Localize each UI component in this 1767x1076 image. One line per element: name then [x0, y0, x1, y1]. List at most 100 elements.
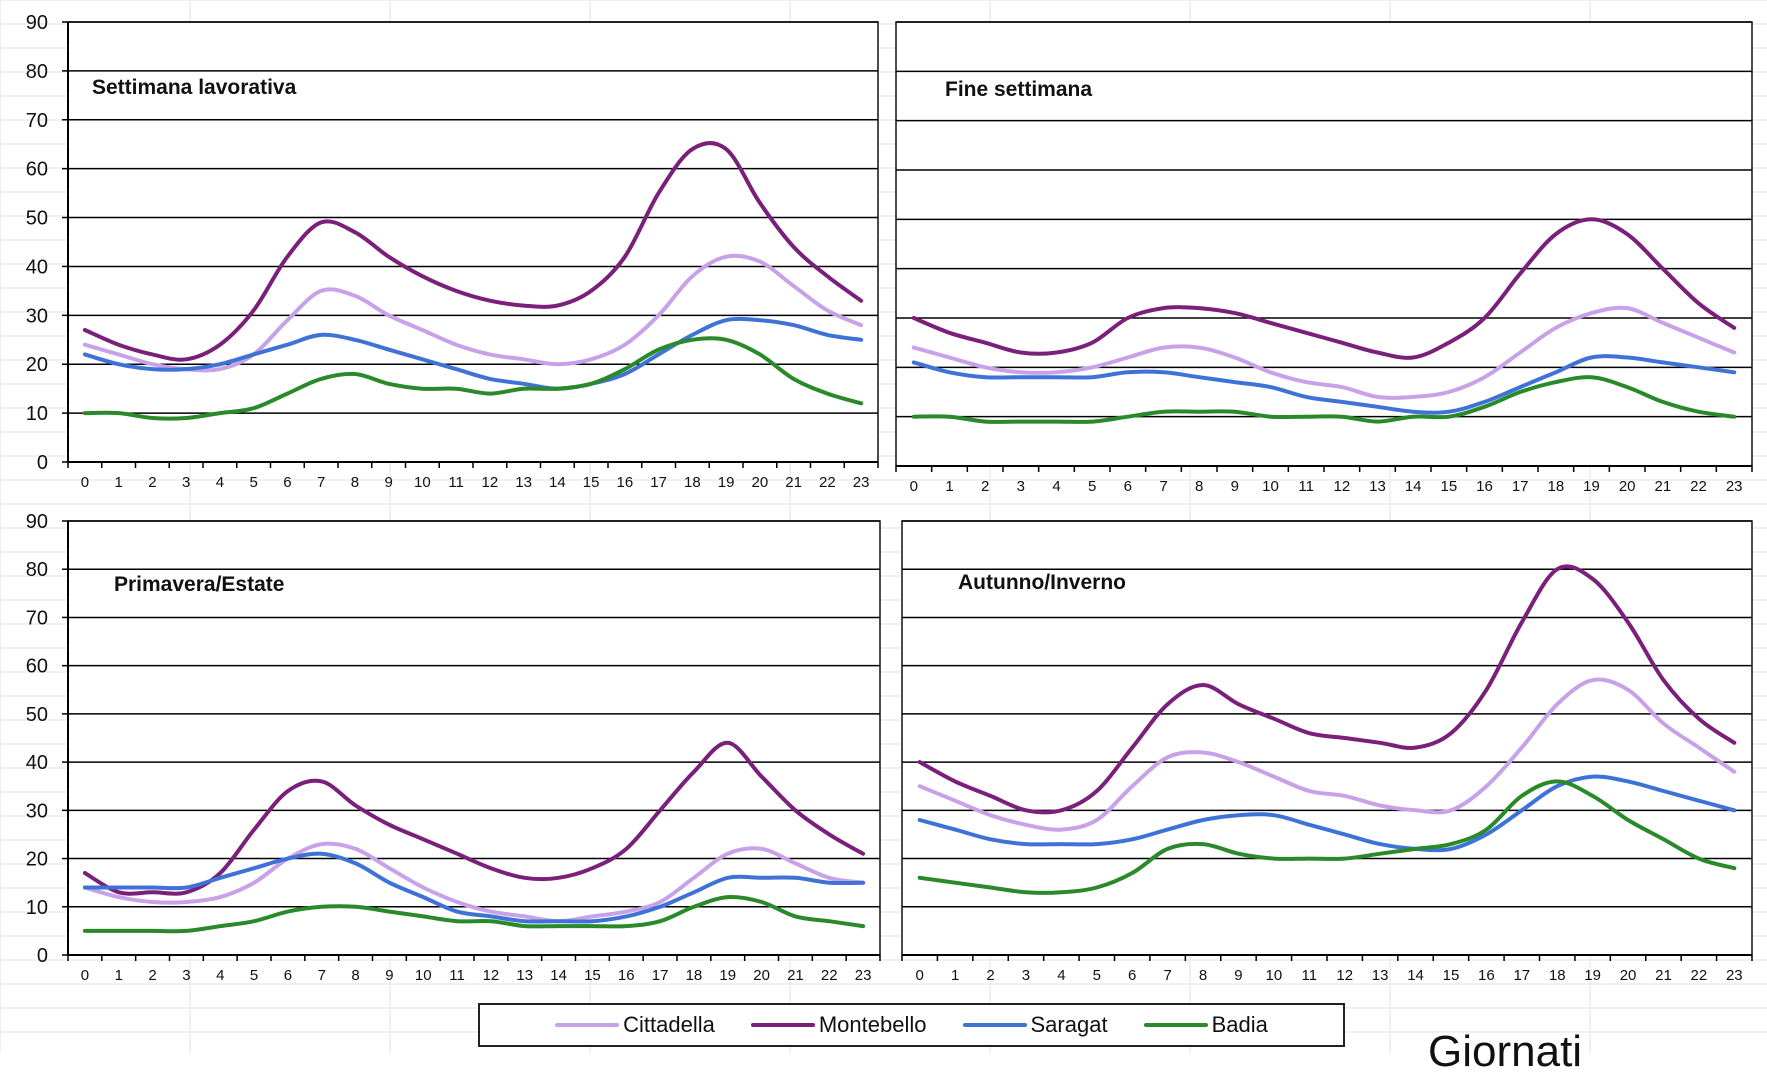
chart-settimana-lavorativa: 0 1 2 3 4 5 6 7 8 9 10 11 12 13 14 15 16 17 18 19 20 21 22 2301…	[26, 12, 879, 491]
series-line-saragat	[917, 774, 1737, 853]
legend-swatch-saragat	[962, 1023, 1027, 1027]
legend-swatch-cittadella	[555, 1023, 620, 1027]
x-tick-label: 10	[1262, 478, 1279, 495]
x-tick-label: 14	[550, 967, 567, 984]
series-line-montebello	[911, 217, 1737, 360]
legend-swatch-montebello	[750, 1023, 815, 1027]
x-tick-label: 12	[482, 474, 499, 491]
x-tick-label: 12	[1336, 967, 1353, 984]
x-tick-label: 17	[1512, 478, 1529, 495]
y-tick-label: 0	[37, 452, 48, 474]
x-tick-label: 8	[351, 967, 359, 984]
plot-area	[895, 21, 1753, 467]
x-tick-label: 11	[1298, 478, 1314, 495]
x-tick-label: 17	[652, 967, 669, 984]
x-tick-label: 23	[1726, 478, 1743, 495]
series-line-cittadella	[917, 677, 1737, 832]
x-tick-label: 1	[115, 967, 123, 984]
x-tick-label: 16	[1478, 967, 1495, 984]
x-tick-label: 0	[81, 967, 89, 984]
x-tick-label: 3	[182, 474, 190, 491]
x-tick-label: 13	[1372, 967, 1389, 984]
x-tick-label: 6	[283, 474, 291, 491]
x-tick-label: 3	[1017, 478, 1025, 495]
series-line-badia	[911, 375, 1737, 424]
x-tick-label: 12	[483, 967, 500, 984]
x-tick-label: 20	[1620, 967, 1637, 984]
chart-autunno-inverno: 0 1 2 3 4 5 6 7 8 9 10 11 12 13 14 15 16 17 18 19 20 21 22 23Au…	[901, 520, 1753, 984]
x-tick-label: 6	[1124, 478, 1132, 495]
chart-primavera-estate: 0 1 2 3 4 5 6 7 8 9 10 11 12 13 14 15 16 17 18 19 20 21 22 2301…	[26, 511, 881, 984]
x-tick-label: 6	[284, 967, 292, 984]
y-tick-label: 10	[26, 403, 48, 425]
y-tick-label: 70	[26, 607, 48, 629]
x-tick-label: 8	[1195, 478, 1203, 495]
series-line-cittadella	[82, 841, 866, 924]
x-tick-label: 0	[910, 478, 918, 495]
x-tick-label: 18	[684, 474, 701, 491]
x-tick-label: 22	[819, 474, 836, 491]
x-tick-label: 8	[351, 474, 359, 491]
legend-item-badia: Badia	[1143, 1012, 1268, 1038]
x-tick-label: 1	[945, 478, 953, 495]
x-tick-label: 5	[249, 474, 257, 491]
x-tick-label: 13	[1369, 478, 1386, 495]
x-tick-label: 7	[1159, 478, 1167, 495]
x-tick-label: 19	[718, 474, 735, 491]
y-tick-label: 50	[26, 208, 48, 230]
x-tick-label: 5	[1088, 478, 1096, 495]
x-tick-label: 13	[515, 474, 532, 491]
plot-area	[67, 21, 879, 463]
legend-item-saragat: Saragat	[962, 1012, 1108, 1038]
x-tick-label: 22	[1691, 967, 1708, 984]
chart-title: Primavera/Estate	[114, 573, 284, 596]
y-tick-label: 20	[26, 849, 48, 871]
y-tick-label: 80	[26, 61, 48, 83]
legend-item-montebello: Montebello	[750, 1012, 927, 1038]
series-line-saragat	[911, 354, 1737, 415]
x-tick-label: 9	[384, 474, 392, 491]
x-tick-label: 4	[1052, 478, 1060, 495]
x-tick-label: 0	[916, 967, 924, 984]
y-tick-label: 10	[26, 897, 48, 919]
series-line-badia	[917, 779, 1737, 895]
x-tick-label: 18	[1549, 967, 1566, 984]
x-tick-label: 3	[1022, 967, 1030, 984]
x-tick-label: 14	[1407, 967, 1424, 984]
x-tick-label: 16	[617, 474, 634, 491]
y-tick-label: 90	[26, 12, 48, 34]
y-tick-label: 30	[26, 305, 48, 327]
x-tick-label: 5	[1093, 967, 1101, 984]
x-tick-label: 5	[250, 967, 258, 984]
x-tick-label: 6	[1128, 967, 1136, 984]
y-tick-label: 0	[37, 945, 48, 967]
x-tick-label: 22	[821, 967, 838, 984]
x-tick-label: 23	[1726, 967, 1743, 984]
series-line-cittadella	[911, 305, 1737, 400]
y-tick-label: 50	[26, 704, 48, 726]
x-tick-label: 16	[618, 967, 635, 984]
x-tick-label: 7	[318, 967, 326, 984]
x-tick-label: 19	[1584, 967, 1601, 984]
legend-item-cittadella: Cittadella	[555, 1012, 715, 1038]
x-tick-label: 7	[317, 474, 325, 491]
x-tick-label: 3	[182, 967, 190, 984]
chart-title: Autunno/Inverno	[958, 571, 1126, 594]
x-tick-label: 18	[1547, 478, 1564, 495]
x-tick-label: 1	[114, 474, 122, 491]
series-line-cittadella	[82, 253, 864, 373]
x-tick-label: 2	[148, 474, 156, 491]
y-tick-label: 40	[26, 256, 48, 278]
x-tick-label: 21	[1654, 478, 1671, 495]
chart-fine-settimana: 0 1 2 3 4 5 6 7 8 9 10 11 12 13 14 15 16 17 18 19 20 21 22 23Fi…	[895, 21, 1753, 495]
x-tick-label: 17	[1513, 967, 1530, 984]
chart-legend: Cittadella Montebello Saragat Badia	[478, 1003, 1345, 1047]
legend-label-montebello: Montebello	[818, 1012, 927, 1037]
series-line-saragat	[82, 316, 864, 391]
x-tick-label: 10	[1266, 967, 1283, 984]
x-tick-label: 14	[1405, 478, 1422, 495]
legend-label-saragat: Saragat	[1030, 1012, 1108, 1037]
x-tick-label: 18	[686, 967, 703, 984]
series-line-montebello	[82, 740, 866, 896]
x-tick-label: 16	[1476, 478, 1493, 495]
